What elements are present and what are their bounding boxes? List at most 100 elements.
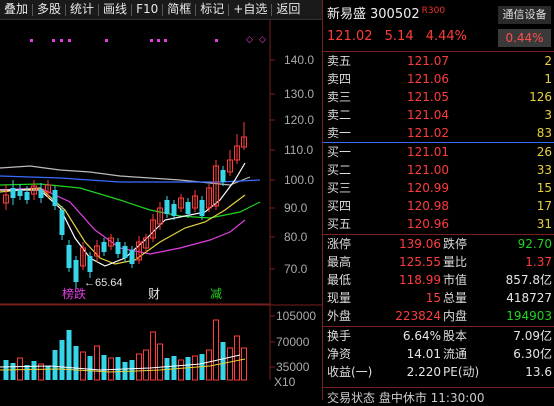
- toolbar-separator: [98, 3, 100, 16]
- volume-bar[interactable]: [220, 342, 226, 380]
- f10-button[interactable]: F10: [136, 2, 159, 16]
- volume-bar[interactable]: [143, 349, 149, 381]
- ask-price: 121.05: [407, 90, 449, 104]
- candle[interactable]: [52, 186, 58, 210]
- bid-row[interactable]: 买四 120.98 17: [323, 198, 554, 215]
- volume-bar[interactable]: [94, 345, 100, 381]
- candle[interactable]: [234, 134, 240, 164]
- volume-bar[interactable]: [66, 330, 72, 380]
- stat-label: 涨停: [327, 237, 352, 251]
- candle[interactable]: [129, 246, 135, 268]
- sector-button[interactable]: 通信设备: [498, 6, 551, 24]
- candle[interactable]: [17, 184, 23, 200]
- volume-bar[interactable]: [185, 357, 191, 380]
- candle[interactable]: [108, 234, 114, 250]
- mark-button[interactable]: 标记: [200, 2, 225, 16]
- volume-bar[interactable]: [178, 359, 184, 381]
- ask-row[interactable]: 卖三 121.05 126: [323, 89, 554, 106]
- candle[interactable]: [220, 166, 226, 186]
- candle[interactable]: [150, 214, 156, 242]
- kline-chart-canvas[interactable]: ◇ ◇ 140.0 130.0 120.0 110.0 100.0 90.0 80.0 70.…: [0, 20, 322, 400]
- candle[interactable]: [31, 180, 37, 200]
- volume-bar[interactable]: [73, 346, 79, 380]
- candle[interactable]: [24, 186, 30, 204]
- candle[interactable]: [122, 242, 128, 262]
- ask-row[interactable]: 卖一 121.02 83: [323, 125, 554, 142]
- volume-bar[interactable]: [87, 356, 93, 380]
- event-label-limit-down[interactable]: 榜跌: [62, 286, 86, 301]
- event-label-earnings[interactable]: 财: [148, 287, 160, 301]
- ask-level-label: 卖五: [327, 54, 352, 68]
- candle[interactable]: [10, 180, 16, 205]
- volume-bar[interactable]: [59, 340, 65, 380]
- overlay-button[interactable]: 叠加: [4, 2, 29, 16]
- candle[interactable]: [241, 122, 247, 150]
- volume-bar[interactable]: [80, 351, 86, 381]
- multi-stock-button[interactable]: 多股: [37, 2, 62, 16]
- candle[interactable]: [227, 150, 233, 176]
- toolbar-separator: [65, 3, 67, 16]
- volume-bar[interactable]: [31, 361, 37, 380]
- statistics-button[interactable]: 统计: [70, 2, 95, 16]
- candle[interactable]: [80, 242, 86, 270]
- candle[interactable]: [115, 238, 121, 258]
- volume-bar[interactable]: [206, 349, 212, 381]
- add-watchlist-button[interactable]: +自选: [233, 2, 268, 16]
- volume-bar[interactable]: [157, 343, 163, 381]
- volume-bar[interactable]: [52, 350, 58, 380]
- candle[interactable]: [59, 206, 65, 240]
- bid-row[interactable]: 买五 120.96 31: [323, 216, 554, 233]
- candle[interactable]: [206, 184, 212, 212]
- event-label-reduction[interactable]: 减: [210, 287, 222, 301]
- bid-row[interactable]: 买三 120.99 15: [323, 180, 554, 197]
- candle[interactable]: [94, 240, 100, 262]
- candle[interactable]: [101, 238, 107, 256]
- candle[interactable]: [192, 190, 198, 212]
- candle[interactable]: [73, 256, 79, 288]
- stat-row: 最低 118.99 市值 857.8亿: [323, 272, 554, 289]
- ask-row[interactable]: 卖二 121.04 3: [323, 107, 554, 124]
- draw-line-button[interactable]: 画线: [103, 2, 128, 16]
- ask-row[interactable]: 卖五 121.07 2: [323, 53, 554, 70]
- candle[interactable]: [171, 200, 177, 220]
- volume-bar[interactable]: [171, 356, 177, 380]
- bid-level-label: 买三: [327, 181, 352, 195]
- volume-bar[interactable]: [241, 347, 247, 381]
- candle[interactable]: [143, 234, 149, 252]
- volume-bar[interactable]: [150, 331, 156, 381]
- volume-bar[interactable]: [136, 353, 142, 381]
- volume-bar[interactable]: [101, 355, 107, 380]
- volume-bar[interactable]: [38, 363, 44, 381]
- candle[interactable]: [136, 236, 142, 264]
- candle[interactable]: [157, 202, 163, 230]
- volume-bar[interactable]: [192, 355, 198, 381]
- candle[interactable]: [185, 198, 191, 218]
- candle[interactable]: [178, 194, 184, 212]
- volume-bar[interactable]: [213, 319, 219, 381]
- volume-bar[interactable]: [234, 335, 240, 381]
- volume-bar[interactable]: [129, 360, 135, 380]
- stat-value: 92.70: [517, 237, 552, 251]
- volume-bar[interactable]: [45, 366, 51, 380]
- bid-row[interactable]: 买一 121.01 26: [323, 144, 554, 161]
- volume-bar[interactable]: [17, 357, 23, 381]
- simple-frame-button[interactable]: 简框: [167, 2, 192, 16]
- bid-row[interactable]: 买二 121.00 33: [323, 162, 554, 179]
- volume-bar[interactable]: [115, 357, 121, 380]
- candle[interactable]: [45, 180, 51, 198]
- candle[interactable]: [66, 240, 72, 272]
- candle[interactable]: [213, 160, 219, 210]
- candle[interactable]: [164, 196, 170, 218]
- volume-bar[interactable]: [227, 347, 233, 381]
- candle[interactable]: [38, 183, 44, 203]
- kline-chart[interactable]: ◇ ◇ 140.0 130.0 120.0 110.0 100.0 90.0 80.0 70.…: [0, 20, 322, 400]
- toolbar-separator: [131, 3, 133, 16]
- ask-row[interactable]: 卖四 121.06 1: [323, 71, 554, 88]
- stat-label: 最高: [327, 255, 352, 269]
- back-button[interactable]: 返回: [276, 2, 301, 16]
- candle[interactable]: [3, 185, 9, 210]
- volume-bar[interactable]: [10, 363, 16, 380]
- volume-bar[interactable]: [24, 365, 30, 380]
- candle[interactable]: [87, 252, 93, 278]
- candle[interactable]: [199, 196, 205, 220]
